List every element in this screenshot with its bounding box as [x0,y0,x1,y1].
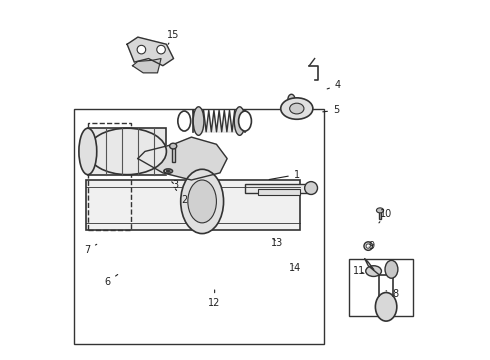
Polygon shape [132,59,161,73]
Ellipse shape [88,128,167,175]
Text: 11: 11 [353,266,366,276]
Text: 9: 9 [369,241,375,251]
Text: 4: 4 [327,80,341,90]
Ellipse shape [290,103,304,114]
Bar [88,123,131,230]
Ellipse shape [193,107,204,135]
Ellipse shape [366,244,370,248]
Ellipse shape [178,111,191,131]
Ellipse shape [281,98,313,119]
Ellipse shape [181,169,223,234]
Ellipse shape [288,94,295,105]
Text: 1: 1 [269,170,300,180]
Polygon shape [138,137,227,180]
Text: 8: 8 [386,289,398,299]
Bar [258,189,300,195]
Text: 14: 14 [289,262,301,273]
Ellipse shape [234,107,245,135]
Polygon shape [127,37,173,66]
Ellipse shape [170,143,177,149]
Ellipse shape [164,169,172,173]
Bar [245,184,309,193]
Text: 7: 7 [84,244,97,255]
Text: 2: 2 [175,189,187,204]
Text: 13: 13 [271,238,283,248]
Bar [348,258,413,316]
Text: 6: 6 [104,274,118,287]
Text: 3: 3 [172,180,178,190]
Ellipse shape [305,181,318,194]
Ellipse shape [166,170,171,172]
Ellipse shape [366,266,381,276]
Text: 12: 12 [208,290,221,308]
Ellipse shape [79,128,97,175]
Ellipse shape [239,111,251,131]
Bar [172,148,174,162]
Ellipse shape [188,180,217,223]
Ellipse shape [137,45,146,54]
Ellipse shape [375,293,397,321]
Bar [86,180,300,230]
Text: 10: 10 [379,209,392,223]
Ellipse shape [157,45,165,54]
Ellipse shape [385,260,398,278]
Ellipse shape [364,242,372,250]
Ellipse shape [376,208,384,213]
Bar [88,128,167,175]
Bar [379,210,381,219]
Text: 5: 5 [323,105,339,115]
Bar [74,109,323,344]
Text: 15: 15 [168,30,180,44]
